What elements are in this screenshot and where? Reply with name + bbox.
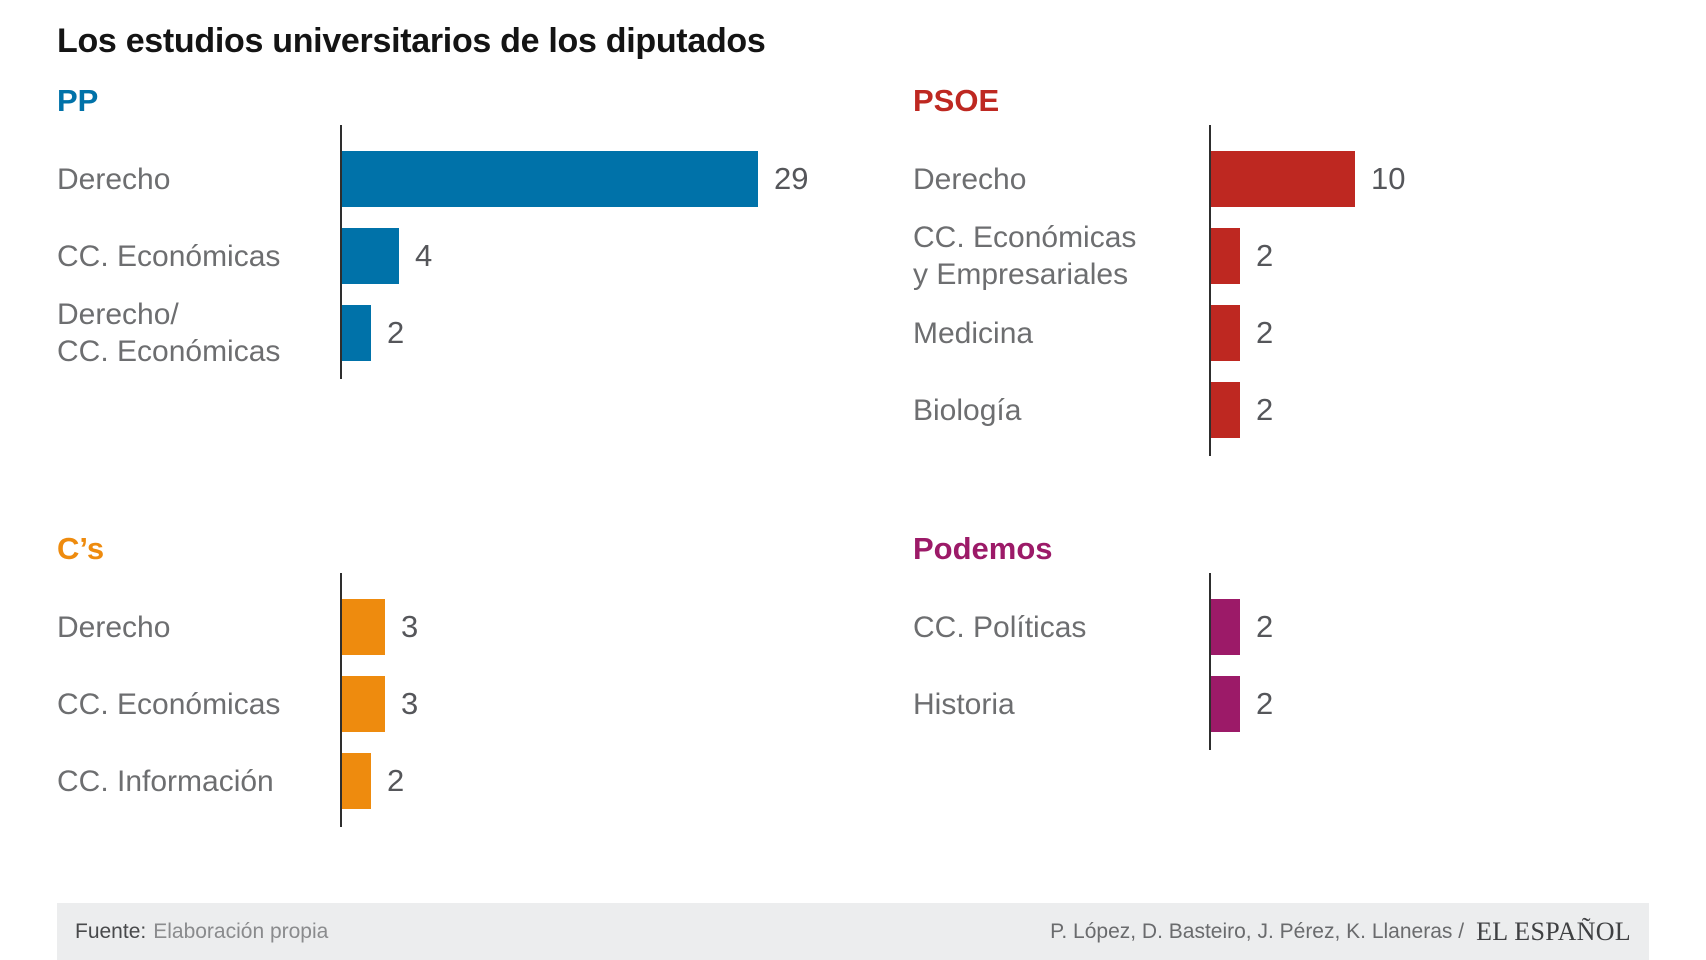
category-label: CC. Información <box>57 764 274 798</box>
value-label: 2 <box>1256 686 1274 721</box>
value-label: 10 <box>1371 161 1406 196</box>
source-label: Fuente: <box>75 919 147 943</box>
party-heading: C’s <box>57 531 105 566</box>
value-label: 2 <box>387 763 405 798</box>
bar-row: Historia 2 <box>913 676 1703 732</box>
bar-row: Biología 2 <box>913 382 1703 438</box>
chart-title: Los estudios universitarios de los diput… <box>57 22 766 60</box>
bar-row: Derecho/ CC. Económicas 2 <box>57 298 847 368</box>
bar <box>1211 305 1240 361</box>
category-label: Derecho <box>913 162 1027 196</box>
bar-row: CC. Económicas y Empresariales 2 <box>913 221 1703 291</box>
value-label: 2 <box>387 315 405 350</box>
category-label: CC. Económicas <box>57 687 281 721</box>
category-label: CC. Políticas <box>913 610 1087 644</box>
bar-row: Derecho 3 <box>57 599 847 655</box>
bar <box>342 151 758 207</box>
bar-row: Derecho 29 <box>57 151 847 207</box>
bar <box>342 305 371 361</box>
source-value: Elaboración propia <box>153 919 329 943</box>
axis-line <box>1209 125 1211 456</box>
value-label: 4 <box>415 238 433 273</box>
axis-line <box>1209 573 1211 750</box>
value-label: 29 <box>774 161 809 196</box>
value-label: 2 <box>1256 392 1274 427</box>
chart-pp: PP Derecho 29 CC. Económicas 4 Derecho/ CC. … <box>57 83 847 379</box>
value-label: 3 <box>401 686 419 721</box>
chart-cs: C’s Derecho 3 CC. Económicas 3 CC. Informaci… <box>57 531 847 827</box>
plot: Derecho 3 CC. Económicas 3 CC. Información 2 <box>57 573 847 827</box>
category-label: Derecho <box>57 610 171 644</box>
bar <box>342 753 371 809</box>
category-label: Historia <box>913 687 1015 721</box>
category-label: CC. Económicas <box>57 239 281 273</box>
bar <box>1211 382 1240 438</box>
party-heading: PSOE <box>913 83 1000 118</box>
value-label: 2 <box>1256 315 1274 350</box>
bar-row: Derecho 10 <box>913 151 1703 207</box>
value-label: 2 <box>1256 609 1274 644</box>
bar-row: CC. Económicas 4 <box>57 228 847 284</box>
chart-psoe: PSOE Derecho 10 CC. Económicas y Empresari… <box>913 83 1703 456</box>
bar-row: CC. Políticas 2 <box>913 599 1703 655</box>
bar <box>342 228 399 284</box>
bar <box>1211 228 1240 284</box>
plot: Derecho 29 CC. Económicas 4 Derecho/ CC. Eco… <box>57 125 847 379</box>
category-label: CC. Económicas y Empresariales <box>913 221 1137 291</box>
bar <box>1211 151 1355 207</box>
category-label: Derecho/ CC. Económicas <box>57 298 281 368</box>
bar <box>342 676 385 732</box>
axis-line <box>340 125 342 379</box>
category-label: Derecho <box>57 162 171 196</box>
footer: Fuente: Elaboración propia P. López, D. … <box>57 903 1649 960</box>
plot: CC. Políticas 2 Historia 2 <box>913 573 1703 750</box>
bar <box>1211 599 1240 655</box>
bar <box>1211 676 1240 732</box>
value-label: 2 <box>1256 238 1274 273</box>
bar-row: CC. Económicas 3 <box>57 676 847 732</box>
category-label: Medicina <box>913 316 1034 350</box>
chart-podemos: Podemos CC. Políticas 2 Historia 2 <box>913 531 1703 750</box>
bar <box>342 599 385 655</box>
party-heading: Podemos <box>913 531 1053 566</box>
value-label: 3 <box>401 609 419 644</box>
party-heading: PP <box>57 83 99 118</box>
brand-logo: EL ESPAÑOL <box>1476 916 1631 946</box>
bar-row: CC. Información 2 <box>57 753 847 809</box>
credits: P. López, D. Basteiro, J. Pérez, K. Llan… <box>1050 919 1465 943</box>
bar-row: Medicina 2 <box>913 305 1703 361</box>
category-label: Biología <box>913 393 1022 427</box>
plot: Derecho 10 CC. Económicas y Empresariales 2… <box>913 125 1703 456</box>
axis-line <box>340 573 342 827</box>
